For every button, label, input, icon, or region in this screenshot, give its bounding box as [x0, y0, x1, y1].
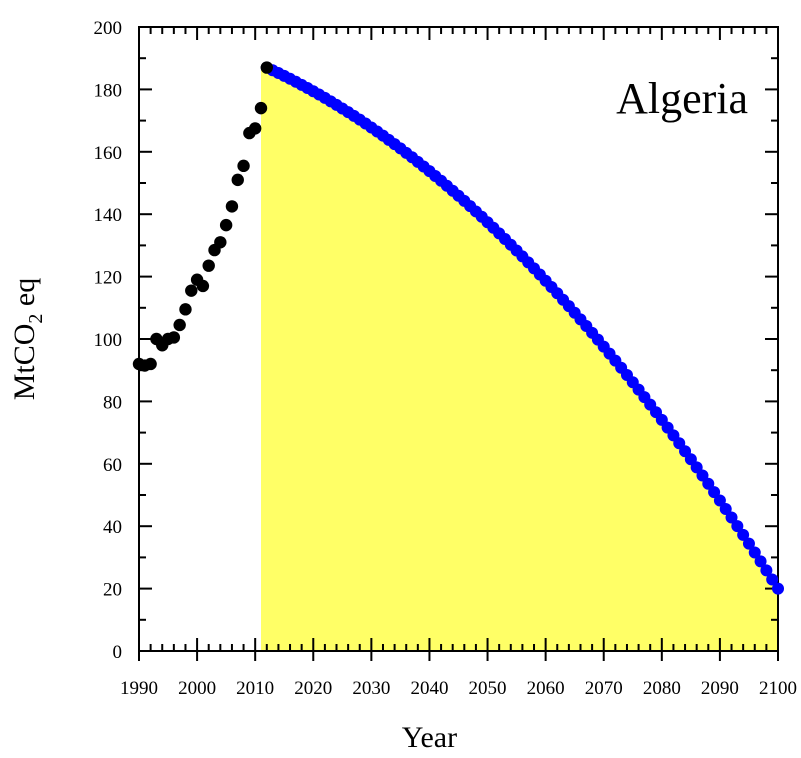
projection-point — [742, 537, 755, 550]
projection-point — [748, 546, 761, 559]
historical-point — [237, 159, 250, 173]
historical-point — [254, 101, 268, 115]
x-tick-labels: 1990 2000 2010 2020 2030 2040 2050 2060 2070 2080… — [120, 678, 797, 699]
historical-point — [248, 122, 262, 135]
projection-point — [702, 477, 715, 490]
y-tick-label: 100 — [94, 330, 123, 351]
x-tick-label: 1990 — [120, 678, 158, 699]
x-axis-title: Year — [402, 721, 457, 754]
historical-point — [179, 303, 192, 316]
y-axis-title: MtCO2 eq — [8, 278, 47, 401]
y-tick-label: 180 — [94, 80, 123, 101]
projection-point — [772, 582, 784, 595]
x-tick-label: 2070 — [585, 678, 623, 699]
x-tick-label: 2030 — [352, 678, 390, 699]
historical-point — [185, 284, 198, 297]
x-tick-label: 2090 — [701, 678, 739, 699]
historical-point — [225, 200, 239, 213]
y-tick-label: 40 — [103, 517, 122, 538]
historical-point — [214, 236, 227, 249]
x-tick-label: 2050 — [469, 678, 507, 699]
historical-point — [219, 218, 233, 232]
historical-point — [231, 173, 244, 187]
projection-point — [737, 528, 750, 541]
historical-point — [144, 357, 157, 371]
y-tick-label: 200 — [94, 18, 123, 39]
x-tick-label: 2060 — [527, 678, 565, 699]
projection-point — [766, 573, 779, 586]
budget-area — [260, 67, 778, 651]
axis-ticks — [138, 26, 779, 661]
y-axis-title-tail: eq — [8, 278, 41, 314]
budget-area-fill — [260, 67, 778, 651]
x-tick-label: 2080 — [643, 678, 681, 699]
y-tick-label: 140 — [94, 205, 123, 226]
y-axis-title-subscript: 2 — [25, 314, 47, 324]
projection-point — [713, 494, 726, 507]
data-points — [132, 61, 784, 595]
projection-point — [708, 486, 721, 499]
y-axis-title-main: MtCO — [8, 324, 41, 401]
x-tick-label: 2100 — [759, 678, 797, 699]
x-tick-label: 2020 — [294, 678, 332, 699]
y-tick-label: 20 — [103, 580, 122, 601]
historical-point — [202, 259, 215, 272]
projection-point — [719, 503, 732, 516]
projection-point — [725, 511, 738, 524]
y-tick-label: 0 — [113, 642, 123, 663]
y-tick-label: 80 — [103, 392, 122, 413]
historical-point — [196, 279, 210, 293]
projection-point — [760, 564, 773, 577]
y-tick-label: 120 — [94, 268, 123, 289]
chart-title: Algeria — [616, 74, 748, 123]
plot-frame — [138, 26, 779, 652]
historical-point — [260, 61, 273, 74]
historical-point — [167, 331, 181, 344]
y-tick-label: 160 — [94, 143, 123, 164]
projection-point — [731, 520, 744, 533]
historical-point — [173, 318, 186, 332]
y-tick-label: 60 — [103, 455, 122, 476]
x-tick-label: 2040 — [410, 678, 448, 699]
x-tick-label: 2010 — [236, 678, 274, 699]
x-tick-label: 2000 — [178, 678, 216, 699]
projection-point — [754, 555, 767, 568]
y-tick-labels: 0 20 40 60 80 100 120 140 160 180 200 — [94, 18, 123, 663]
